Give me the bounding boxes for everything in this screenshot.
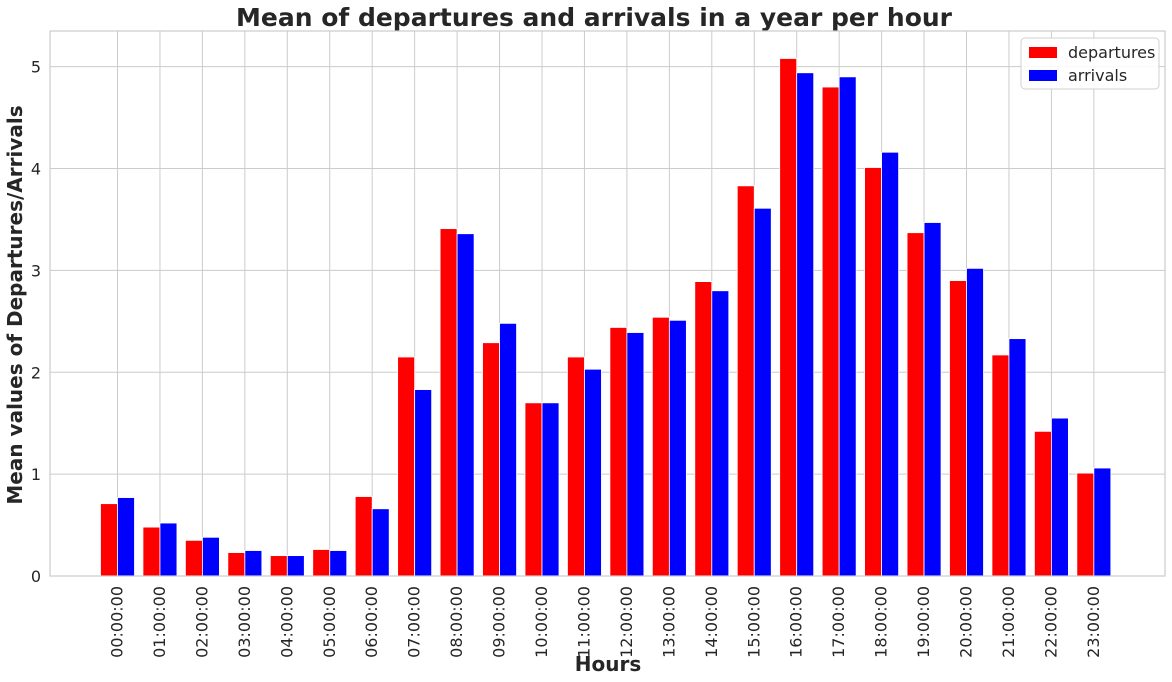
y-tick-label: 4 bbox=[31, 160, 41, 179]
bar-arrivals bbox=[668, 319, 687, 577]
x-tick-label: 12:00:00 bbox=[617, 586, 636, 658]
x-tick-label: 06:00:00 bbox=[362, 586, 381, 658]
bar-arrivals bbox=[286, 555, 305, 577]
bar-departures bbox=[864, 167, 882, 577]
bar-arrivals bbox=[1051, 417, 1069, 577]
bar-arrivals bbox=[923, 222, 942, 577]
x-tick-label: 11:00:00 bbox=[574, 586, 593, 658]
bar-arrivals bbox=[244, 550, 263, 577]
bar-departures bbox=[567, 356, 585, 577]
bar-arrivals bbox=[456, 233, 475, 577]
bar-arrivals bbox=[796, 72, 815, 577]
bar-departures bbox=[1034, 430, 1052, 577]
bar-arrivals bbox=[753, 207, 772, 577]
x-tick-label: 18:00:00 bbox=[872, 586, 891, 658]
bar-departures bbox=[354, 496, 373, 577]
bar-departures bbox=[609, 327, 628, 577]
x-tick-label: 15:00:00 bbox=[744, 586, 763, 658]
x-tick-label: 21:00:00 bbox=[999, 586, 1018, 658]
legend: departures arrivals bbox=[1020, 37, 1160, 90]
x-tick-label: 17:00:00 bbox=[829, 586, 848, 658]
legend-swatch-arrivals bbox=[1029, 70, 1057, 81]
x-axis-label: Hours bbox=[575, 652, 641, 676]
bar-departures bbox=[312, 549, 331, 577]
y-tick-label: 2 bbox=[31, 363, 41, 382]
x-tick-label: 04:00:00 bbox=[277, 586, 296, 658]
x-tick-label: 01:00:00 bbox=[150, 586, 169, 658]
bar-arrivals bbox=[159, 522, 178, 577]
x-tick-label: 22:00:00 bbox=[1041, 586, 1060, 658]
legend-label-arrivals: arrivals bbox=[1068, 66, 1127, 85]
x-tick-label: 02:00:00 bbox=[192, 586, 211, 658]
bar-arrivals bbox=[201, 536, 220, 577]
bar-departures bbox=[100, 503, 118, 577]
bar-departures bbox=[227, 552, 246, 577]
plot-frame bbox=[49, 30, 1166, 577]
plot-area: 0 1 2 3 4 5 00:00:00 01:00:00 02:00:00 03:00:00 04… bbox=[31, 30, 1166, 658]
y-tick-label: 3 bbox=[31, 261, 41, 280]
bar-departures bbox=[906, 232, 925, 577]
x-tick-label: 07:00:00 bbox=[405, 586, 424, 658]
x-tick-label: 00:00:00 bbox=[108, 586, 127, 658]
bar-arrivals bbox=[541, 402, 560, 577]
x-tick-label: 13:00:00 bbox=[659, 586, 678, 658]
chart-title: Mean of departures and arrivals in a yea… bbox=[236, 3, 953, 32]
bar-departures bbox=[1076, 472, 1095, 577]
x-tick-label: 20:00:00 bbox=[957, 586, 976, 658]
bar-departures bbox=[269, 555, 288, 577]
bar-departures bbox=[949, 280, 967, 577]
bar-arrivals bbox=[711, 290, 730, 577]
bar-departures bbox=[821, 86, 840, 577]
bar-departures bbox=[397, 356, 416, 577]
x-tick-label: 19:00:00 bbox=[914, 586, 933, 658]
bar-arrivals bbox=[414, 389, 433, 577]
bar-departures bbox=[142, 526, 161, 577]
bar-departures bbox=[694, 281, 713, 577]
bar-departures bbox=[439, 228, 458, 577]
x-tick-label: 03:00:00 bbox=[235, 586, 254, 658]
y-tick-label: 5 bbox=[31, 58, 41, 77]
y-axis-label: Mean values of Departures/Arrivals bbox=[3, 105, 27, 504]
bar-arrivals bbox=[881, 151, 899, 577]
x-tick-label: 16:00:00 bbox=[787, 586, 806, 658]
bar-departures bbox=[184, 539, 203, 577]
x-tick-label: 14:00:00 bbox=[702, 586, 721, 658]
bar-departures bbox=[651, 316, 670, 577]
bar-arrivals bbox=[626, 332, 645, 577]
x-tick-label: 05:00:00 bbox=[320, 586, 339, 658]
bar-arrivals bbox=[329, 550, 348, 577]
legend-swatch-departures bbox=[1029, 47, 1057, 58]
bar-arrivals bbox=[966, 267, 984, 577]
x-tick-label: 08:00:00 bbox=[447, 586, 466, 658]
bar-arrivals bbox=[499, 322, 517, 577]
x-tick-label: 09:00:00 bbox=[490, 586, 509, 658]
bar-departures bbox=[991, 354, 1010, 577]
bar-arrivals bbox=[1008, 338, 1027, 577]
bar-arrivals bbox=[838, 76, 857, 577]
bar-arrivals bbox=[371, 508, 390, 577]
bar-departures bbox=[524, 402, 543, 577]
bar-departures bbox=[779, 58, 798, 577]
legend-label-departures: departures bbox=[1068, 43, 1155, 62]
bar-arrivals bbox=[1093, 467, 1112, 577]
y-tick-label: 0 bbox=[31, 567, 41, 586]
x-tick-label: 23:00:00 bbox=[1084, 586, 1103, 658]
bar-arrivals bbox=[117, 497, 135, 577]
bar-departures bbox=[482, 342, 500, 577]
y-tick-label: 1 bbox=[31, 465, 41, 484]
x-tick-label: 10:00:00 bbox=[532, 586, 551, 658]
bar-arrivals bbox=[584, 368, 602, 577]
bar-departures bbox=[736, 185, 755, 577]
